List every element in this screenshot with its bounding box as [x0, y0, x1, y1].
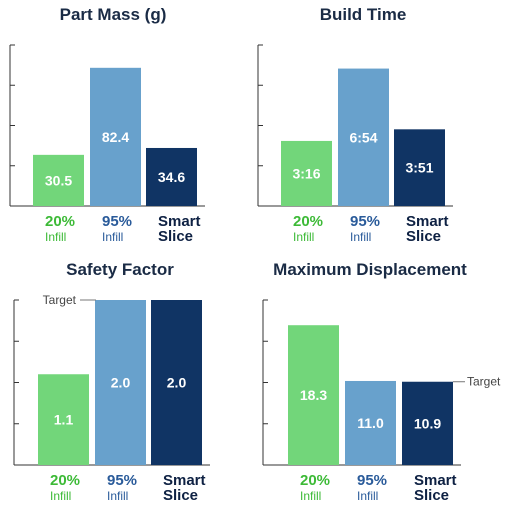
data-label-20-infill: 1.1 [54, 412, 74, 428]
bar-smart-slice [394, 129, 445, 206]
category-label-smart-slice: Smart [158, 213, 201, 230]
chart-panel-3: Safety Factor1.120%Infill2.095%Infill2.0… [13, 260, 210, 504]
category-label-95-infill: 95% [350, 213, 380, 230]
data-label-smart-slice: 34.6 [158, 169, 185, 185]
chart-title: Safety Factor [66, 260, 174, 279]
bar-95-infill [90, 67, 141, 206]
category-label-smart-slice: Smart [406, 213, 449, 230]
data-label-20-infill: 30.5 [45, 172, 72, 188]
chart-title: Maximum Displacement [273, 260, 467, 279]
bar-95-infill [338, 68, 389, 207]
data-label-95-infill: 82.4 [102, 129, 129, 145]
target-label: Target [43, 293, 77, 307]
chart-panel-1: Part Mass (g)30.520%Infill82.495%Infill3… [9, 5, 205, 245]
category-label-smart-slice: Smart [163, 472, 206, 489]
category-label-20-infill: 20% [300, 472, 330, 489]
data-label-95-infill: 6:54 [349, 129, 377, 145]
category-sublabel-20-infill: Infill [293, 230, 314, 244]
category-sublabel-smart-slice: Slice [414, 487, 449, 504]
data-label-20-infill: 3:16 [292, 165, 320, 181]
category-sublabel-95-infill: Infill [357, 489, 378, 503]
category-sublabel-95-infill: Infill [350, 230, 371, 244]
category-label-95-infill: 95% [357, 472, 387, 489]
category-label-95-infill: 95% [107, 472, 137, 489]
bar-20-infill [281, 140, 332, 206]
bar-20-infill [288, 325, 339, 465]
data-label-95-infill: 2.0 [111, 375, 131, 391]
chart-title: Part Mass (g) [60, 5, 167, 24]
data-label-95-infill: 11.0 [357, 415, 384, 431]
category-sublabel-95-infill: Infill [102, 230, 123, 244]
category-sublabel-95-infill: Infill [107, 489, 128, 503]
category-sublabel-smart-slice: Slice [163, 487, 198, 504]
category-sublabel-smart-slice: Slice [406, 228, 441, 245]
bar-95-infill [345, 380, 396, 465]
category-label-20-infill: 20% [50, 472, 80, 489]
category-sublabel-20-infill: Infill [300, 489, 321, 503]
category-sublabel-20-infill: Infill [50, 489, 71, 503]
category-label-95-infill: 95% [102, 213, 132, 230]
data-label-smart-slice: 3:51 [405, 160, 433, 176]
bar-smart-slice [151, 300, 202, 465]
data-label-smart-slice: 10.9 [414, 415, 441, 431]
category-sublabel-20-infill: Infill [45, 230, 66, 244]
bar-95-infill [95, 300, 146, 465]
data-label-20-infill: 18.3 [300, 387, 327, 403]
target-label: Target [467, 375, 501, 389]
category-label-20-infill: 20% [293, 213, 323, 230]
bar-smart-slice [402, 381, 453, 465]
chart-title: Build Time [320, 5, 407, 24]
category-label-smart-slice: Smart [414, 472, 457, 489]
data-label-smart-slice: 2.0 [167, 375, 187, 391]
bar-20-infill [33, 154, 84, 206]
category-label-20-infill: 20% [45, 213, 75, 230]
bar-smart-slice [146, 147, 197, 206]
chart-panel-2: Build Time3:1620%Infill6:5495%Infill3:51… [257, 5, 453, 245]
chart-panel-4: Maximum Displacement18.320%Infill11.095%… [262, 260, 501, 504]
bar-20-infill [38, 374, 89, 465]
category-sublabel-smart-slice: Slice [158, 228, 193, 245]
